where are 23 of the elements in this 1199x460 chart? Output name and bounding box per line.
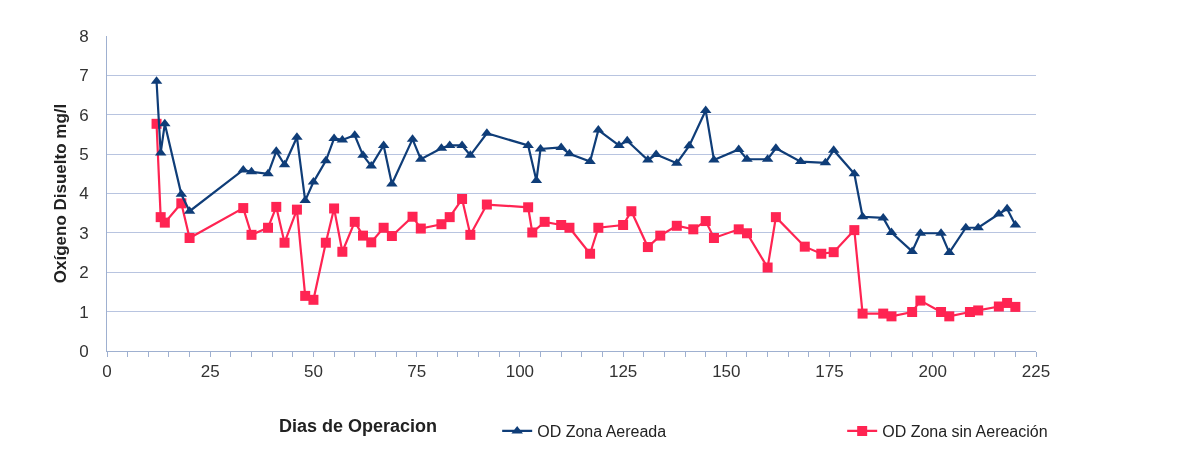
y-tick-label: 8	[79, 26, 89, 46]
y-axis-title: Oxígeno Disuelto mg/l	[50, 103, 70, 284]
y-tick-label: 2	[79, 263, 89, 283]
x-tick-label: 225	[1021, 362, 1051, 382]
y-tick-label: 0	[79, 341, 89, 361]
y-tick-label: 6	[79, 105, 89, 125]
legend-label: OD Zona sin Aereación	[882, 423, 1048, 441]
x-tick-label: 75	[407, 362, 427, 382]
x-tick-label: 50	[303, 362, 323, 382]
y-tick-label: 1	[79, 302, 89, 322]
x-tick-label: 100	[505, 362, 535, 382]
y-tick-label: 4	[79, 184, 89, 204]
x-tick-label: 150	[712, 362, 741, 382]
x-tick-label: 175	[815, 362, 844, 382]
x-axis-title: Dias de Operacion	[279, 416, 438, 436]
x-tick-label: 0	[102, 362, 112, 382]
x-tick-label: 25	[200, 362, 220, 382]
y-tick-label: 7	[79, 66, 89, 86]
x-tick-label: 200	[918, 362, 947, 382]
y-tick-label: 3	[79, 223, 89, 243]
legend-label: OD Zona Aereada	[537, 423, 667, 441]
x-tick-label: 125	[608, 362, 638, 382]
y-tick-label: 5	[79, 145, 89, 165]
